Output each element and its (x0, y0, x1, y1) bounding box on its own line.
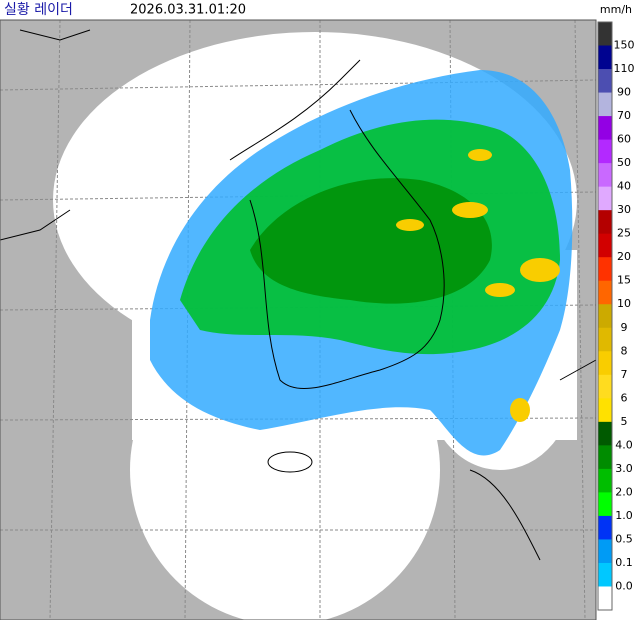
legend-swatch (598, 45, 612, 70)
legend-swatch (598, 445, 612, 470)
legend-label: 4.0 (615, 438, 633, 451)
timestamp: 2026.03.31.01:20 (130, 3, 246, 18)
legend-swatch (598, 210, 612, 235)
legend-label: 90 (617, 86, 631, 99)
legend-label: 50 (617, 156, 631, 169)
legend-label: 60 (617, 133, 631, 146)
legend-swatch (598, 257, 612, 282)
echo-intense (396, 149, 560, 422)
legend-label: 3.0 (615, 462, 633, 475)
legend-label: 20 (617, 250, 631, 263)
title: 실황 레이더 (4, 2, 73, 18)
legend-swatch (598, 92, 612, 117)
legend-swatch (598, 398, 612, 423)
legend-frame (597, 21, 613, 611)
legend-label: 0.1 (615, 556, 633, 569)
legend-swatch (598, 468, 612, 493)
legend-swatch (598, 304, 612, 329)
legend-label: 8 (621, 344, 628, 357)
legend-label: 15 (617, 274, 631, 287)
coastline (0, 29, 597, 561)
legend-swatch (598, 421, 612, 446)
legend-swatch (598, 539, 612, 564)
legend-swatch (598, 492, 612, 517)
legend-swatch (598, 233, 612, 258)
legend-label: 0.0 (615, 579, 633, 592)
legend-swatch (598, 327, 612, 352)
legend-label: 10 (617, 297, 631, 310)
map (0, 19, 597, 620)
legend-swatch (598, 586, 612, 611)
legend-swatch (598, 139, 612, 164)
legend-label: 110 (614, 62, 635, 75)
legend-swatch (598, 515, 612, 540)
legend-swatch (598, 116, 612, 141)
legend-label: 30 (617, 203, 631, 216)
legend-label: 150 (614, 39, 635, 52)
legend-label: 70 (617, 109, 631, 122)
legend-swatch (598, 374, 612, 399)
echo-heavy (250, 178, 492, 304)
legend-label: 1.0 (615, 509, 633, 522)
legend-label: 5 (621, 415, 628, 428)
legend-swatch (598, 22, 612, 47)
unit: mm/h (600, 3, 632, 16)
legend-label: 7 (621, 368, 628, 381)
legend-label: 0.5 (615, 532, 633, 545)
legend-swatch (598, 163, 612, 188)
legend-label: 2.0 (615, 485, 633, 498)
legend-label: 9 (621, 321, 628, 334)
legend-swatch (598, 562, 612, 587)
legend: 150 110 90 70 60 50 40 30 25 20 15 10 9 8 7 6 5 4.0 3.0 2.0… (597, 21, 635, 611)
map-frame (0, 19, 597, 620)
legend-swatch (598, 280, 612, 305)
legend-swatch (598, 351, 612, 376)
legend-label: 6 (621, 391, 628, 404)
legend-swatch (598, 69, 612, 94)
legend-label: 40 (617, 180, 631, 193)
legend-label: 25 (617, 227, 631, 240)
legend-swatch (598, 186, 612, 211)
